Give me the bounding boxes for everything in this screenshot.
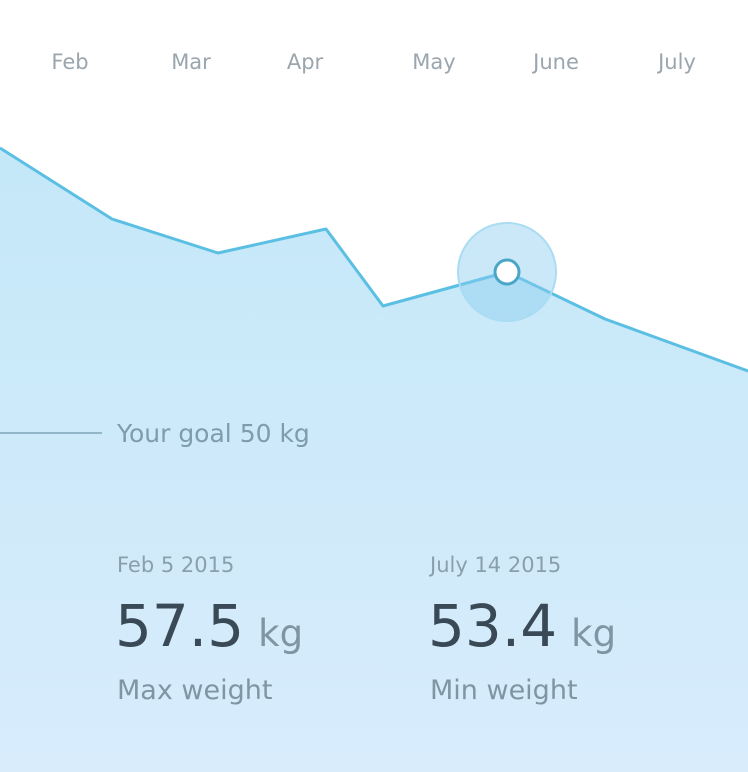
month-label: Feb (51, 50, 88, 74)
stat-unit: kg (258, 612, 303, 655)
highlight-point[interactable] (493, 258, 521, 286)
stat-unit: kg (571, 612, 616, 655)
month-label: July (656, 50, 696, 74)
month-label: June (531, 50, 579, 74)
stat-number: 53.4 (428, 592, 557, 660)
area (0, 148, 748, 772)
stat-label: Max weight (117, 675, 272, 706)
goal-label: Your goal 50 kg (116, 419, 310, 448)
month-label: May (412, 50, 455, 74)
stat-date: Feb 5 2015 (117, 553, 234, 577)
stat-value: 53.4 kg (428, 592, 616, 660)
stat-value: 57.5 kg (115, 592, 303, 660)
month-label: Mar (171, 50, 211, 74)
stat-number: 57.5 (115, 592, 244, 660)
trend-line (0, 146, 748, 373)
stat-date: July 14 2015 (428, 553, 561, 577)
month-label: Apr (287, 50, 324, 74)
stat-label: Min weight (430, 675, 578, 706)
